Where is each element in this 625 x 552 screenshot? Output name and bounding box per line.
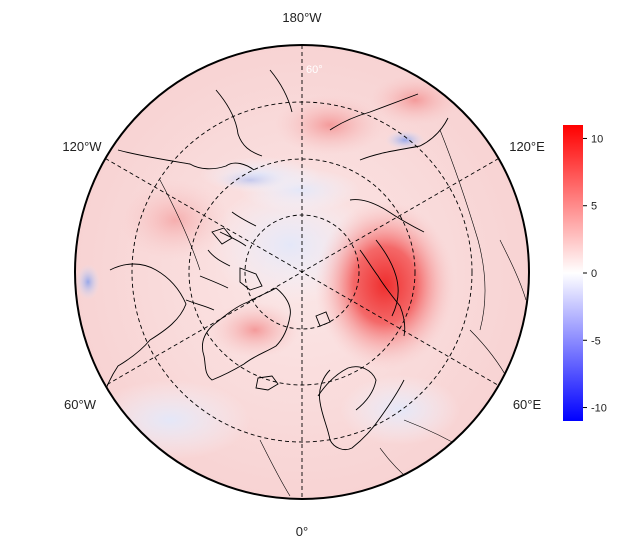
- borders: [159, 129, 527, 497]
- iceland: [255, 375, 279, 391]
- colorbar: 10 5 0 -5 -10: [563, 125, 607, 421]
- scandinavia-coast: [317, 366, 377, 411]
- map-boundary: [74, 44, 530, 500]
- colorbar-tick-label: 5: [591, 201, 597, 213]
- lon-label-bottom: 0°: [296, 524, 308, 539]
- lon-label-lower-left: 60°W: [64, 397, 97, 412]
- canada-archipelago: [185, 211, 263, 311]
- coastlines: [101, 69, 527, 497]
- svalbard: [315, 311, 331, 327]
- lon-label-upper-right: 120°E: [509, 139, 545, 154]
- lon-label-upper-left: 120°W: [62, 139, 102, 154]
- colorbar-tick-label: 0: [591, 268, 597, 280]
- lat-label-60: 60°: [306, 64, 323, 76]
- graticule: [105, 45, 499, 499]
- eurasia-coast: [319, 93, 449, 451]
- alaska-coast: [215, 69, 293, 157]
- novaya-zemlya: [375, 239, 399, 317]
- lon-label-lower-right: 60°E: [513, 397, 542, 412]
- greenland-coast: [201, 287, 291, 381]
- colorbar-ticks: 10 5 0 -5 -10: [583, 133, 607, 415]
- colorbar-tick-label: 10: [591, 133, 603, 145]
- colorbar-tick-label: -5: [591, 335, 601, 347]
- colorbar-tick-label: -10: [591, 403, 607, 415]
- meridian-60w-120e: [105, 158, 499, 386]
- colorbar-gradient: [563, 125, 583, 421]
- lon-label-top: 180°W: [282, 10, 322, 25]
- north-america-coast: [101, 149, 255, 405]
- lat-circle-70: [188, 158, 416, 386]
